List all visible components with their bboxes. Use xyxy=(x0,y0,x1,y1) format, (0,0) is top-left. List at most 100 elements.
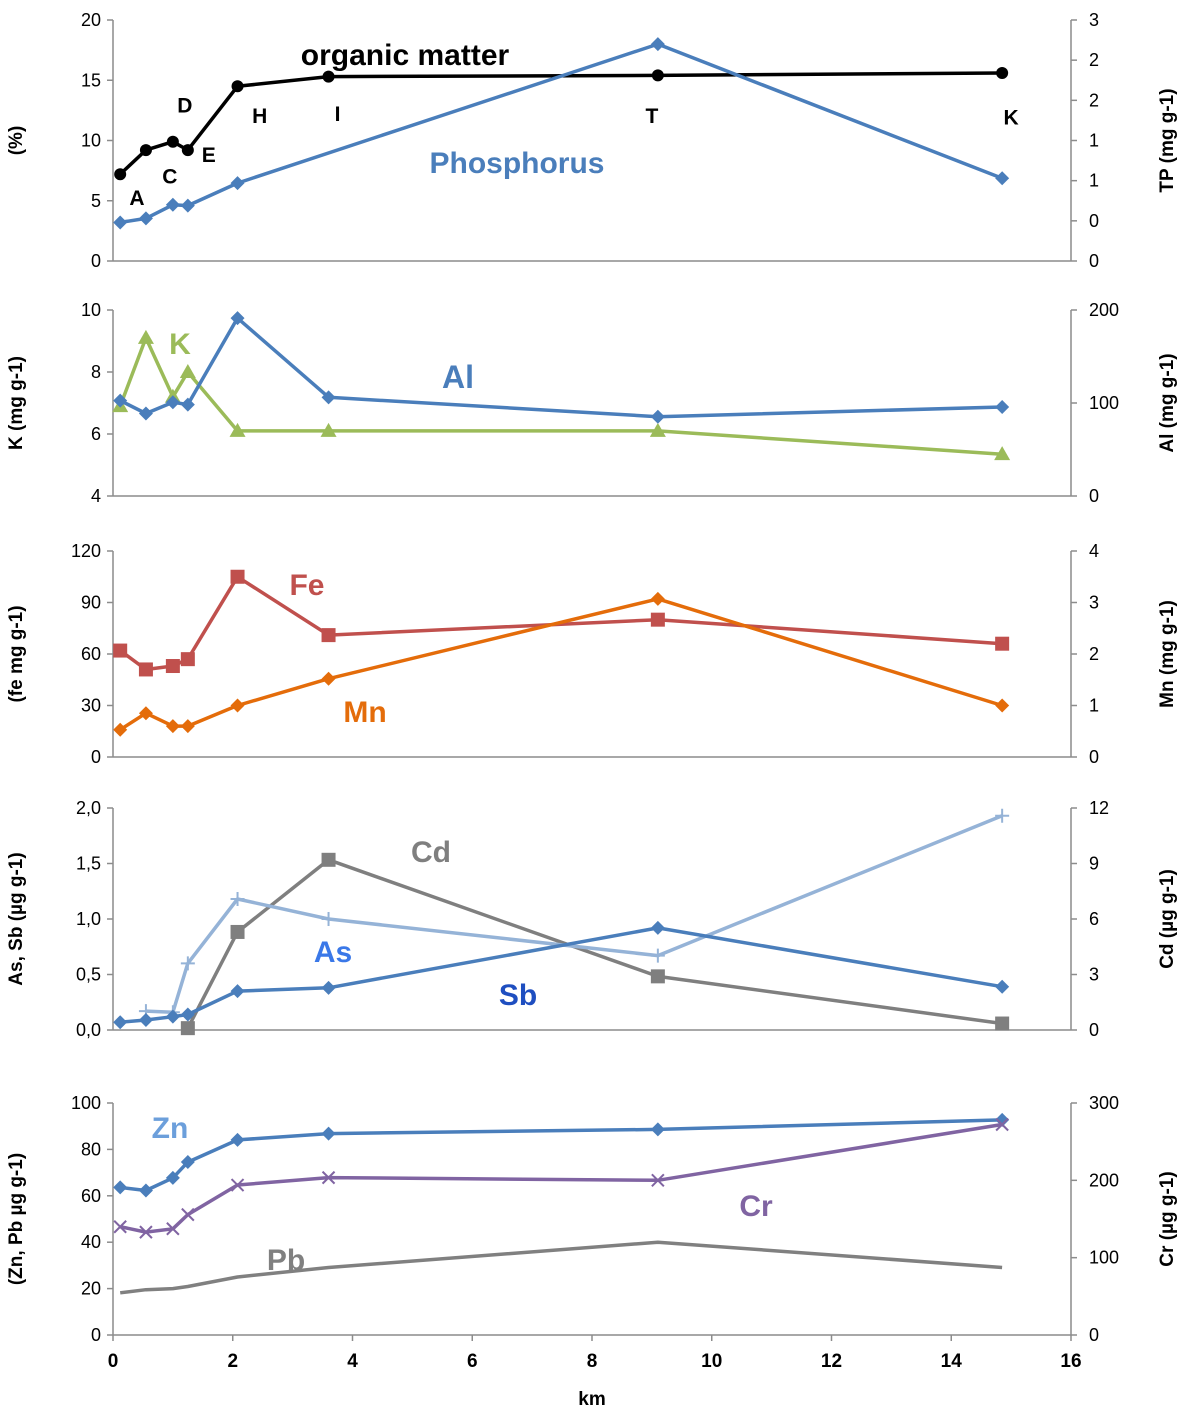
series-line-cd xyxy=(186,858,1003,1030)
data-point-fe xyxy=(650,612,665,627)
data-point-phosphorus xyxy=(138,211,153,226)
series-label-pb: Pb xyxy=(267,1244,305,1277)
right-tick-label: 4 xyxy=(1089,541,1099,561)
left-tick-label: 10 xyxy=(81,300,101,320)
series-label-organic-matter: organic matter xyxy=(301,39,510,72)
data-point-mn xyxy=(321,671,336,686)
data-point-zn xyxy=(321,1126,336,1141)
series-as xyxy=(138,808,1010,1020)
series-pb xyxy=(119,1240,1003,1295)
left-tick-label: 120 xyxy=(71,541,101,561)
series-line-pb xyxy=(119,1240,1003,1295)
data-point-organic-matter xyxy=(181,144,194,157)
series-line-phosphorus xyxy=(119,42,1003,225)
series-cd xyxy=(180,852,1010,1036)
left-tick-label: 20 xyxy=(81,1279,101,1299)
data-point-as xyxy=(650,948,665,963)
series-line-al xyxy=(119,316,1003,419)
x-tick-label: 12 xyxy=(821,1351,842,1372)
left-tick-label: 15 xyxy=(81,70,101,90)
right-tick-label: 0 xyxy=(1089,1020,1099,1040)
series-line-as xyxy=(145,814,1003,1014)
right-axis-title: Cd (µg g-1) xyxy=(1157,869,1178,969)
right-tick-label: 200 xyxy=(1089,300,1119,320)
x-tick-label: 8 xyxy=(587,1351,598,1372)
series-line-cr xyxy=(119,1122,1003,1234)
data-point-organic-matter xyxy=(139,144,152,157)
series-label-as: As xyxy=(314,936,352,969)
data-point-sb xyxy=(650,920,665,935)
data-point-cd xyxy=(995,1016,1010,1031)
point-label: I xyxy=(335,103,341,126)
left-tick-label: 10 xyxy=(81,131,101,151)
right-tick-label: 0 xyxy=(1089,211,1099,231)
right-tick-label: 0 xyxy=(1089,486,1099,506)
left-tick-label: 5 xyxy=(91,191,101,211)
right-tick-label: 0 xyxy=(1089,747,1099,767)
data-point-cr xyxy=(181,1207,195,1222)
data-point-cd xyxy=(650,969,665,984)
left-tick-label: 30 xyxy=(81,696,101,716)
series-zn xyxy=(113,1112,1010,1198)
data-point-phosphorus xyxy=(180,198,195,213)
x-tick-label: 6 xyxy=(467,1351,478,1372)
right-tick-label: 9 xyxy=(1089,854,1099,874)
data-point-cr xyxy=(113,1220,127,1234)
x-tick-label: 10 xyxy=(701,1351,722,1372)
x-axis-title: km xyxy=(578,1389,605,1410)
point-label: K xyxy=(1004,106,1019,129)
left-tick-label: 20 xyxy=(81,10,101,30)
data-point-al xyxy=(230,311,245,326)
right-tick-label: 100 xyxy=(1089,393,1119,413)
series-label-cr: Cr xyxy=(739,1190,773,1223)
data-point-as xyxy=(995,808,1010,823)
right-tick-label: 3 xyxy=(1089,10,1099,30)
data-point-phosphorus xyxy=(650,37,665,52)
series-phosphorus xyxy=(113,37,1010,230)
left-tick-label: 2,0 xyxy=(76,798,101,818)
right-tick-label: 1 xyxy=(1089,131,1099,151)
data-point-as xyxy=(180,956,195,971)
right-tick-label: 2 xyxy=(1089,90,1099,110)
data-point-as xyxy=(321,912,336,926)
data-point-cr xyxy=(139,1225,153,1239)
data-point-al xyxy=(650,409,665,424)
data-point-cr xyxy=(995,1117,1009,1132)
data-point-zn xyxy=(230,1132,245,1147)
x-tick-label: 2 xyxy=(227,1351,238,1372)
data-point-sb xyxy=(230,984,245,999)
data-point-fe xyxy=(138,662,153,677)
left-axis-title: K (mg g-1) xyxy=(6,356,27,450)
panel-3: 0 30 60 90 120 0 1 2 3 4 (fe mg g-1) Mn (mg g-1) Fe M… xyxy=(6,541,1178,767)
data-point-sb xyxy=(995,979,1010,994)
left-axis-title: (%) xyxy=(6,126,27,156)
left-tick-label: 6 xyxy=(91,424,101,444)
data-point-al xyxy=(138,406,153,421)
left-tick-label: 80 xyxy=(81,1139,101,1159)
data-point-zn xyxy=(165,1170,180,1185)
data-point-sb xyxy=(138,1013,153,1028)
point-label: H xyxy=(252,105,267,128)
data-point-mn xyxy=(138,706,153,721)
data-point-fe xyxy=(180,652,195,667)
series-label-al: Al xyxy=(442,359,474,395)
data-point-zn xyxy=(650,1122,665,1137)
data-point-organic-matter xyxy=(322,70,335,83)
right-tick-label: 6 xyxy=(1089,909,1099,929)
left-tick-label: 0 xyxy=(91,251,101,271)
point-label: A xyxy=(129,187,144,210)
x-tick-label: 14 xyxy=(941,1351,963,1372)
data-point-al xyxy=(995,400,1010,415)
data-point-fe xyxy=(321,628,336,643)
data-point-organic-matter xyxy=(231,80,244,93)
right-tick-label: 2 xyxy=(1089,644,1099,664)
right-axis-title: Cr (µg g-1) xyxy=(1157,1171,1178,1266)
data-point-al xyxy=(165,395,180,410)
left-tick-label: 8 xyxy=(91,362,101,382)
right-tick-label: 200 xyxy=(1089,1170,1119,1190)
x-tick-label: 0 xyxy=(108,1351,119,1372)
right-tick-label: 0 xyxy=(1089,1325,1099,1345)
right-tick-label: 1 xyxy=(1089,696,1099,716)
data-point-sb xyxy=(165,1009,180,1024)
